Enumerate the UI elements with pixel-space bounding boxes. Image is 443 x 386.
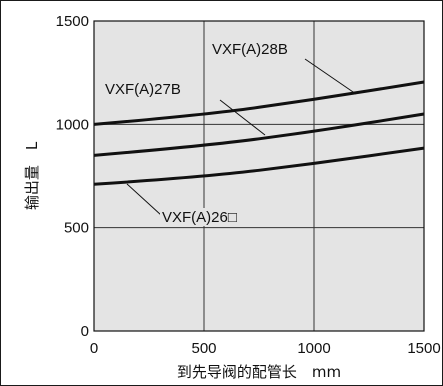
leader-line-1 [219,99,266,136]
series-labels: VXF(A)28B VXF(A)27B VXF(A)26□ [103,40,290,226]
series-label-bg-2 [160,208,239,226]
series-line-0 [93,80,425,126]
plot-border [93,20,425,332]
series-label-bg-1 [103,80,183,98]
x-tick-label-3: 1500 [407,340,440,357]
x-tick-label-2: 1000 [297,340,330,357]
series-label-2: VXF(A)26□ [162,209,237,226]
y-tick-labels: 0 500 1000 1500 [56,13,89,340]
series-label-0: VXF(A)28B [212,41,288,58]
y-tick-label-1: 500 [64,220,89,237]
series-label-1: VXF(A)27B [105,81,181,98]
x-tick-label-0: 0 [90,340,98,357]
series-lines [93,80,425,186]
x-tick-label-1: 500 [191,340,216,357]
leader-line-2 [126,183,162,216]
y-axis-label: 输出量 L [23,141,41,210]
series-line-1 [93,112,425,157]
plot-area [94,21,424,331]
grid [93,20,425,332]
x-axis-label: 到先导阀的配管长 mm [177,363,341,381]
label-leaders [126,58,357,216]
y-tick-label-2: 1000 [56,116,89,133]
y-tick-label-3: 1500 [56,13,89,30]
x-tick-labels: 0 500 1000 1500 [90,340,441,357]
y-tick-label-0: 0 [81,323,89,340]
leader-line-0 [304,58,357,95]
series-line-2 [93,146,425,186]
series-label-bg-0 [210,40,290,58]
